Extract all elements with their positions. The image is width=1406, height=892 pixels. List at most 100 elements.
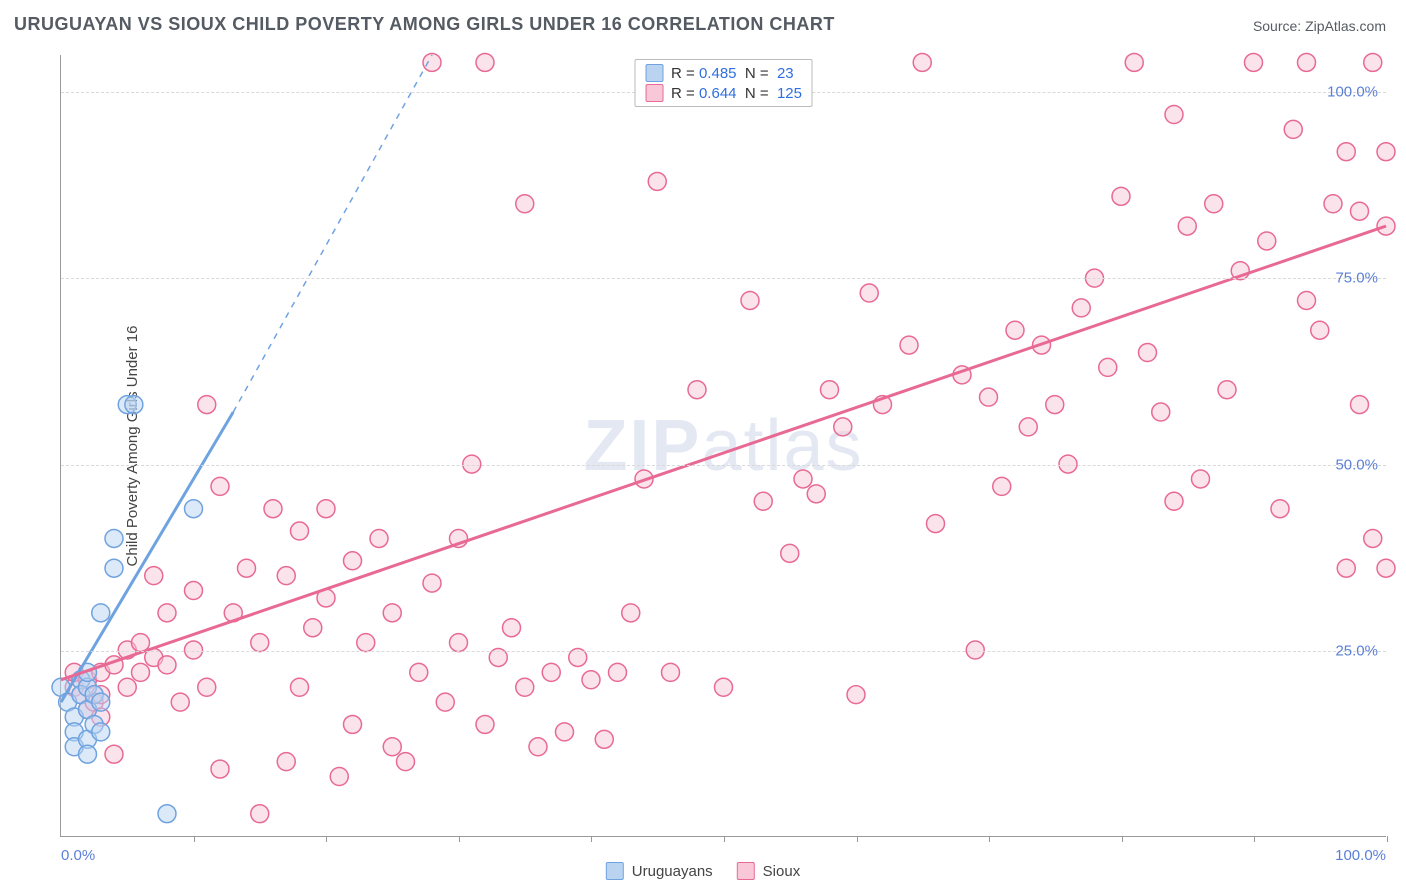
scatter-point-sioux [1099, 358, 1117, 376]
scatter-point-sioux [198, 678, 216, 696]
scatter-point-sioux [609, 663, 627, 681]
scatter-point-sioux [1311, 321, 1329, 339]
x-tick-mark [591, 836, 592, 842]
scatter-point-uruguayans [92, 693, 110, 711]
x-tick-mark [194, 836, 195, 842]
legend-swatch [645, 84, 663, 102]
chart-title: URUGUAYAN VS SIOUX CHILD POVERTY AMONG G… [14, 14, 835, 35]
legend-swatch [645, 64, 663, 82]
scatter-point-sioux [397, 753, 415, 771]
x-tick-mark [459, 836, 460, 842]
scatter-point-sioux [516, 195, 534, 213]
y-tick-label: 50.0% [1335, 456, 1378, 473]
scatter-point-uruguayans [185, 500, 203, 518]
x-tick-mark [1387, 836, 1388, 842]
x-tick-mark [1254, 836, 1255, 842]
scatter-point-sioux [211, 760, 229, 778]
scatter-point-sioux [211, 477, 229, 495]
legend-bottom-item: Sioux [737, 862, 801, 880]
scatter-point-sioux [860, 284, 878, 302]
scatter-point-sioux [1006, 321, 1024, 339]
scatter-point-sioux [595, 730, 613, 748]
scatter-point-sioux [383, 604, 401, 622]
y-tick-label: 75.0% [1335, 270, 1378, 287]
scatter-point-sioux [105, 745, 123, 763]
scatter-point-sioux [291, 522, 309, 540]
scatter-point-uruguayans [79, 745, 97, 763]
scatter-point-sioux [238, 559, 256, 577]
scatter-point-sioux [410, 663, 428, 681]
scatter-point-sioux [1205, 195, 1223, 213]
scatter-point-sioux [503, 619, 521, 637]
scatter-point-sioux [529, 738, 547, 756]
scatter-point-sioux [834, 418, 852, 436]
scatter-point-sioux [1072, 299, 1090, 317]
scatter-point-sioux [516, 678, 534, 696]
gridline-h [61, 465, 1386, 466]
legend-top-row: R = 0.644 N = 125 [645, 84, 802, 102]
scatter-point-sioux [251, 805, 269, 823]
scatter-point-uruguayans [105, 559, 123, 577]
legend-swatch [737, 862, 755, 880]
scatter-point-sioux [344, 552, 362, 570]
scatter-point-sioux [688, 381, 706, 399]
legend-swatch [606, 862, 624, 880]
legend-top-row: R = 0.485 N = 23 [645, 64, 802, 82]
scatter-point-sioux [330, 768, 348, 786]
scatter-point-sioux [900, 336, 918, 354]
x-tick-mark [989, 836, 990, 842]
x-tick-mark [724, 836, 725, 842]
gridline-h [61, 651, 1386, 652]
scatter-point-sioux [754, 492, 772, 510]
scatter-point-sioux [993, 477, 1011, 495]
scatter-point-uruguayans [92, 604, 110, 622]
scatter-point-sioux [1218, 381, 1236, 399]
scatter-point-sioux [118, 678, 136, 696]
scatter-point-sioux [1337, 559, 1355, 577]
scatter-point-sioux [476, 715, 494, 733]
scatter-point-sioux [158, 604, 176, 622]
scatter-point-sioux [1337, 143, 1355, 161]
scatter-point-sioux [927, 515, 945, 533]
scatter-point-sioux [185, 582, 203, 600]
scatter-point-sioux [436, 693, 454, 711]
x-tick-mark [857, 836, 858, 842]
scatter-point-sioux [198, 396, 216, 414]
scatter-point-sioux [794, 470, 812, 488]
scatter-point-sioux [304, 619, 322, 637]
chart-container: URUGUAYAN VS SIOUX CHILD POVERTY AMONG G… [0, 0, 1406, 892]
scatter-point-sioux [1351, 202, 1369, 220]
scatter-point-sioux [317, 500, 335, 518]
scatter-point-uruguayans [105, 529, 123, 547]
scatter-point-sioux [741, 291, 759, 309]
plot-area: ZIPatlas 0.0% 100.0% 25.0%50.0%75.0%100.… [60, 55, 1386, 837]
y-tick-label: 25.0% [1335, 642, 1378, 659]
scatter-point-uruguayans [158, 805, 176, 823]
scatter-point-sioux [1139, 344, 1157, 362]
scatter-point-sioux [423, 574, 441, 592]
legend-stat-text: R = 0.485 N = 23 [671, 65, 794, 82]
scatter-point-sioux [1324, 195, 1342, 213]
legend-top: R = 0.485 N = 23 R = 0.644 N = 125 [634, 59, 813, 107]
legend-label: Uruguayans [632, 863, 713, 880]
trend-line-sioux [61, 226, 1386, 680]
scatter-point-sioux [821, 381, 839, 399]
trend-extension-uruguayans [233, 55, 432, 412]
scatter-point-sioux [1019, 418, 1037, 436]
scatter-point-sioux [781, 544, 799, 562]
scatter-point-sioux [556, 723, 574, 741]
scatter-point-uruguayans [125, 396, 143, 414]
scatter-point-sioux [1165, 492, 1183, 510]
source-attribution: Source: ZipAtlas.com [1253, 18, 1386, 34]
scatter-point-sioux [370, 529, 388, 547]
scatter-point-sioux [171, 693, 189, 711]
scatter-point-sioux [132, 663, 150, 681]
y-tick-label: 100.0% [1327, 84, 1378, 101]
scatter-point-sioux [980, 388, 998, 406]
scatter-point-sioux [1112, 187, 1130, 205]
scatter-point-sioux [1258, 232, 1276, 250]
gridline-h [61, 278, 1386, 279]
scatter-point-sioux [277, 753, 295, 771]
legend-label: Sioux [763, 863, 801, 880]
plot-svg [61, 55, 1386, 836]
